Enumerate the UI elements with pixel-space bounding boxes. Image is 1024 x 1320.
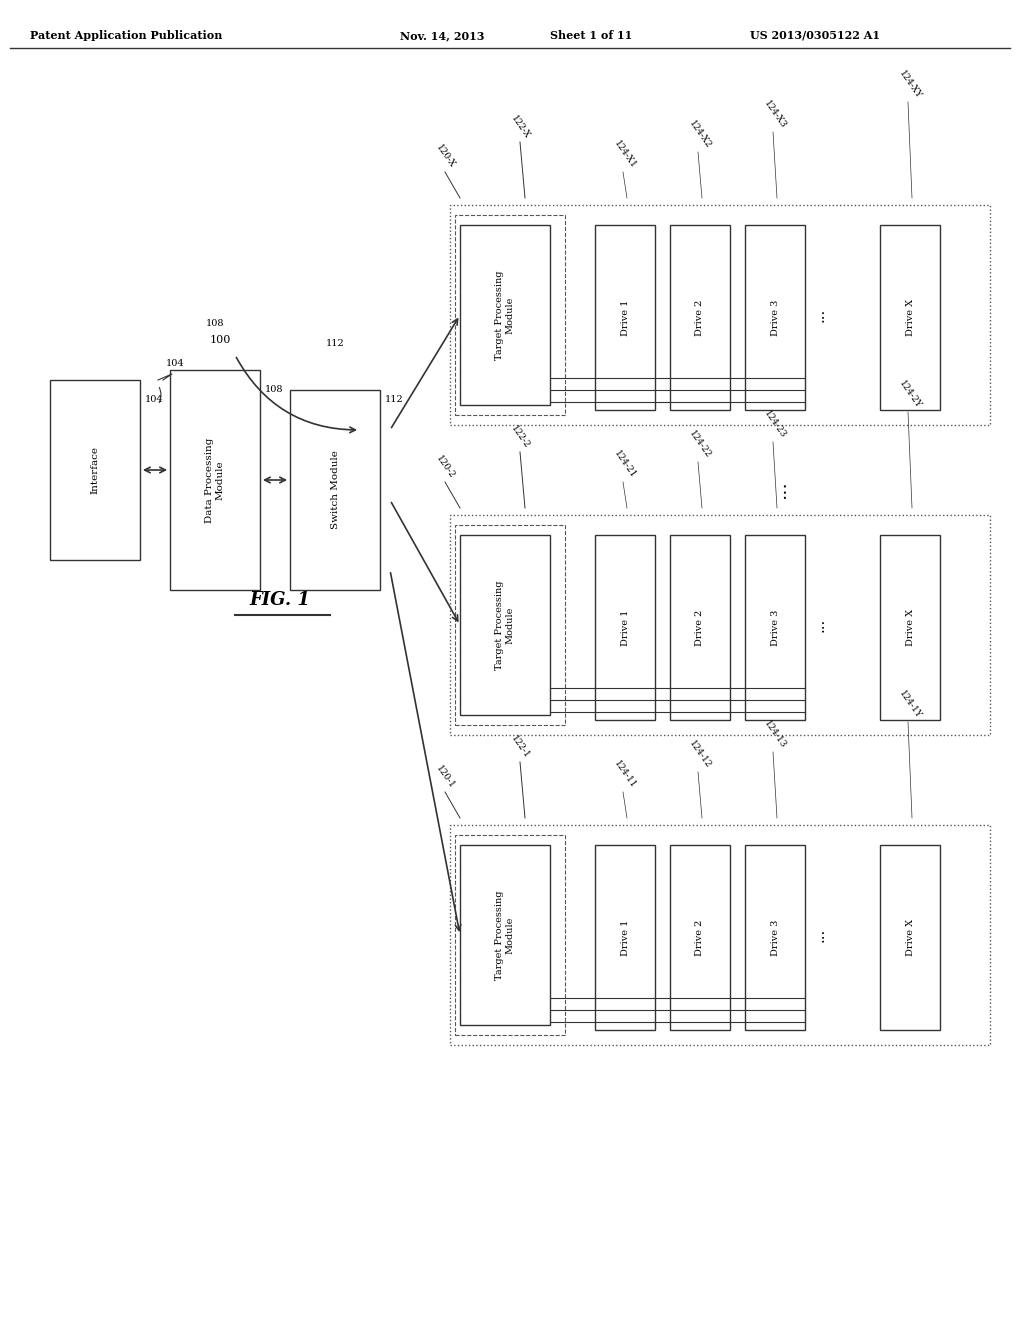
Text: 100: 100 <box>210 335 231 345</box>
FancyBboxPatch shape <box>670 845 730 1030</box>
FancyBboxPatch shape <box>595 535 655 719</box>
Text: 124-23: 124-23 <box>762 409 787 440</box>
Text: 108: 108 <box>265 385 284 393</box>
FancyBboxPatch shape <box>290 389 380 590</box>
Text: 122-X: 122-X <box>509 114 531 140</box>
Text: Patent Application Publication: Patent Application Publication <box>30 30 222 41</box>
Text: Drive 3: Drive 3 <box>770 300 779 335</box>
Text: Drive 3: Drive 3 <box>770 610 779 645</box>
Text: Drive 2: Drive 2 <box>695 300 705 335</box>
Text: Drive 1: Drive 1 <box>621 919 630 956</box>
FancyBboxPatch shape <box>595 224 655 411</box>
Text: Nov. 14, 2013: Nov. 14, 2013 <box>400 30 484 41</box>
Text: Drive 1: Drive 1 <box>621 610 630 645</box>
Text: ...: ... <box>771 480 790 499</box>
Text: Drive 1: Drive 1 <box>621 300 630 335</box>
FancyBboxPatch shape <box>880 535 940 719</box>
Text: 124-1Y: 124-1Y <box>897 689 923 719</box>
Text: Interface: Interface <box>90 446 99 494</box>
Text: ...: ... <box>813 618 827 632</box>
Text: FIG. 1: FIG. 1 <box>250 591 310 609</box>
Text: Target Processing
Module: Target Processing Module <box>496 271 515 360</box>
FancyBboxPatch shape <box>745 845 805 1030</box>
FancyBboxPatch shape <box>670 535 730 719</box>
Text: Drive 2: Drive 2 <box>695 919 705 956</box>
Text: 124-XY: 124-XY <box>897 69 923 100</box>
FancyBboxPatch shape <box>460 535 550 715</box>
Text: 124-X3: 124-X3 <box>762 99 787 129</box>
FancyBboxPatch shape <box>595 845 655 1030</box>
FancyBboxPatch shape <box>880 224 940 411</box>
Text: Drive X: Drive X <box>905 298 914 337</box>
Text: 112: 112 <box>385 395 403 404</box>
Text: Drive X: Drive X <box>905 919 914 956</box>
FancyBboxPatch shape <box>745 224 805 411</box>
Text: Target Processing
Module: Target Processing Module <box>496 890 515 979</box>
Text: 120-2: 120-2 <box>434 454 456 480</box>
FancyBboxPatch shape <box>460 224 550 405</box>
Text: Drive 3: Drive 3 <box>770 919 779 956</box>
FancyBboxPatch shape <box>745 535 805 719</box>
Text: 124-X1: 124-X1 <box>612 139 638 170</box>
Bar <box>455 525 565 725</box>
Text: Switch Module: Switch Module <box>331 450 340 529</box>
Text: 124-13: 124-13 <box>762 719 787 750</box>
Text: Sheet 1 of 11: Sheet 1 of 11 <box>550 30 632 41</box>
Text: 112: 112 <box>326 339 344 348</box>
Text: 122-1: 122-1 <box>509 734 531 760</box>
Text: 124-2Y: 124-2Y <box>897 379 923 411</box>
Text: ...: ... <box>813 308 827 322</box>
FancyBboxPatch shape <box>880 845 940 1030</box>
Text: 108: 108 <box>206 319 224 327</box>
Text: Data Processing
Module: Data Processing Module <box>205 437 224 523</box>
Text: Drive 2: Drive 2 <box>695 610 705 645</box>
FancyBboxPatch shape <box>670 224 730 411</box>
Text: 124-X2: 124-X2 <box>687 119 713 150</box>
Text: Target Processing
Module: Target Processing Module <box>496 581 515 669</box>
Bar <box>455 836 565 1035</box>
Text: US 2013/0305122 A1: US 2013/0305122 A1 <box>750 30 880 41</box>
FancyBboxPatch shape <box>170 370 260 590</box>
Text: 120-1: 120-1 <box>434 764 456 789</box>
Text: Drive X: Drive X <box>905 609 914 645</box>
Text: 124-12: 124-12 <box>687 739 713 770</box>
Text: 120-X: 120-X <box>434 144 456 170</box>
FancyBboxPatch shape <box>460 845 550 1026</box>
Text: 122-2: 122-2 <box>509 424 531 450</box>
Text: 124-21: 124-21 <box>612 449 638 480</box>
Bar <box>455 215 565 414</box>
Text: 104: 104 <box>166 359 184 368</box>
FancyBboxPatch shape <box>50 380 140 560</box>
Text: 104: 104 <box>145 395 164 404</box>
Text: ...: ... <box>813 928 827 942</box>
Text: 124-11: 124-11 <box>612 759 638 789</box>
Text: 124-22: 124-22 <box>687 429 713 459</box>
